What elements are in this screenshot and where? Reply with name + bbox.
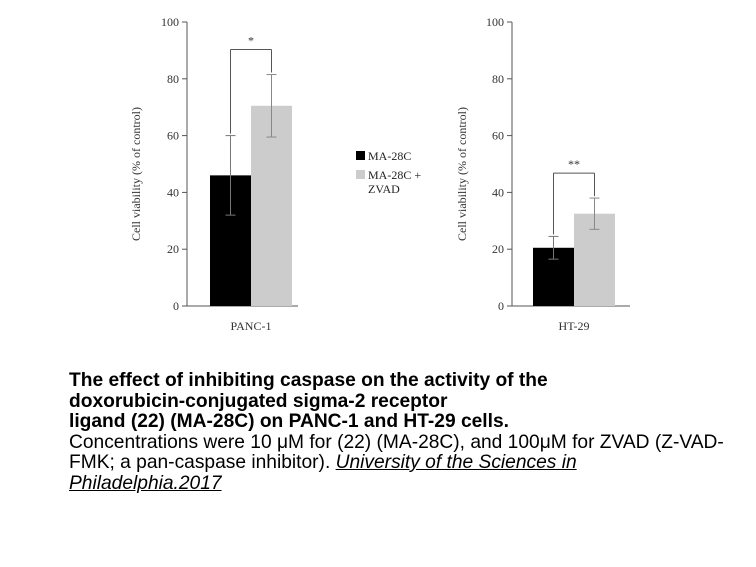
y-tick-label: 20 <box>492 242 504 256</box>
significance-marker: * <box>248 34 254 48</box>
y-tick-label: 0 <box>498 299 504 313</box>
figure-caption: The effect of inhibiting caspase on the … <box>69 370 729 494</box>
legend: MA-28C MA-28C +ZVAD <box>356 149 421 196</box>
caption-title-line: ligand (22) (MA-28C) on PANC-1 and HT-29… <box>69 411 509 432</box>
y-axis-title: Cell viability (% of control) <box>129 107 143 241</box>
legend-label: MA-28C <box>368 149 411 163</box>
y-tick-label: 100 <box>161 15 179 29</box>
y-tick-label: 80 <box>167 72 179 86</box>
caption-text: Concentrations were 10 μM for (22) (MA-2… <box>69 431 724 473</box>
legend-label: MA-28C + <box>368 168 421 182</box>
y-axis-title: Cell viability (% of control) <box>455 107 469 241</box>
x-category-label: HT-29 <box>559 319 590 333</box>
bar-ma28c-zvad <box>251 105 292 306</box>
y-tick-label: 60 <box>492 129 504 143</box>
legend-label: ZVAD <box>368 182 400 196</box>
y-tick-label: 80 <box>492 72 504 86</box>
y-tick-label: 60 <box>167 129 179 143</box>
legend-swatch <box>356 170 365 179</box>
ht29-panel: 0 20 40 60 80 100 Cell viability (% of control… <box>455 15 630 333</box>
y-tick-label: 0 <box>173 299 179 313</box>
panc1-panel: 0 20 40 60 80 100 Cell viability (% of control… <box>129 15 298 333</box>
y-tick-label: 40 <box>492 185 504 199</box>
caption-title-line: doxorubicin-conjugated sigma-2 receptor <box>69 390 448 412</box>
y-tick-label: 40 <box>167 185 179 199</box>
caption-title-line: The effect of inhibiting caspase on the … <box>69 370 548 391</box>
y-tick-label: 100 <box>486 15 504 29</box>
significance-marker: ** <box>568 157 580 171</box>
y-tick-label: 20 <box>167 242 179 256</box>
legend-swatch <box>356 151 365 160</box>
x-category-label: PANC-1 <box>231 319 272 333</box>
source-link[interactable]: University of the Sciences in Philadelph… <box>69 452 577 494</box>
chart-figure: 0 20 40 60 80 100 Cell viability (% of control… <box>129 15 630 333</box>
